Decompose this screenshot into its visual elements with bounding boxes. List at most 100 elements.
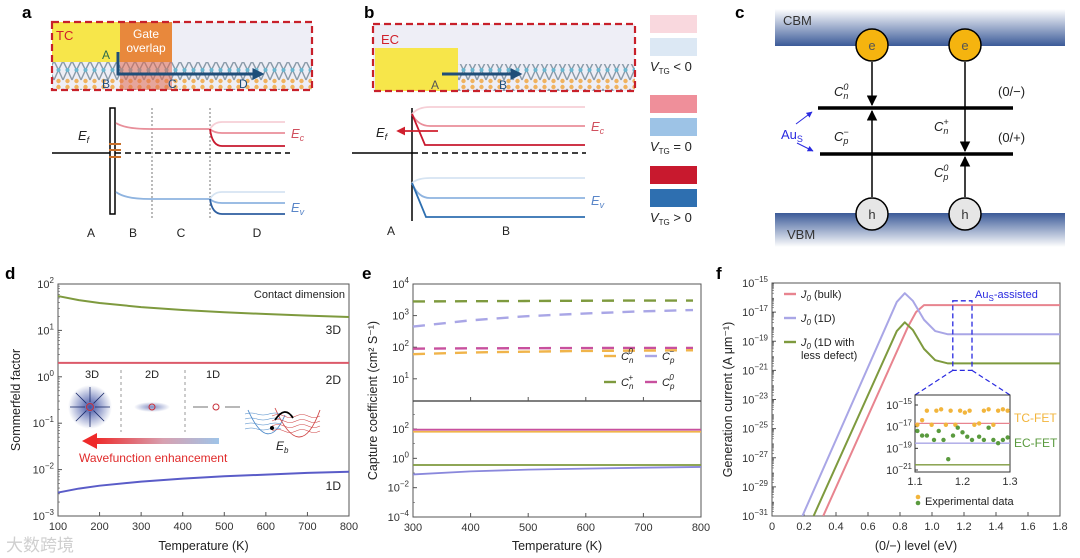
symbol-sub: S [988, 294, 993, 303]
y-tick-label: 10−23 [742, 392, 768, 407]
tick-exponent: −3 [45, 508, 55, 517]
tc-fet-point [929, 422, 934, 427]
panel-c: c CBM VBM e e h h (0/−) (0/+) Cn0 Cp− Cn… [735, 3, 1065, 247]
tc-fet-point [948, 408, 953, 413]
ec-fet-point [941, 437, 946, 443]
current-path-arrow [116, 52, 265, 80]
ec-fet-point [919, 433, 925, 438]
wave-line [271, 419, 321, 423]
ev-vtg-negative [411, 177, 585, 184]
ev-label: Ev [291, 200, 305, 217]
x-tick-label: 1.2 [956, 521, 971, 533]
panel-label-d: d [5, 264, 15, 283]
eb-label: Eb [276, 439, 289, 455]
tick-base: 10 [37, 372, 49, 384]
series-line-1d [57, 470, 350, 494]
solid-series-Cp- [412, 466, 702, 476]
symbol-sup: + [628, 373, 633, 382]
symbol-sub: 0 [807, 318, 812, 327]
wavefunction-2d-icon [134, 402, 170, 412]
tc-fet-point [976, 421, 982, 426]
tick-exponent: 2 [405, 339, 410, 348]
y-tick-label: 100 [37, 369, 54, 384]
ev-vtg-zero [411, 182, 585, 199]
cbm-label: CBM [783, 13, 812, 28]
tick-exponent: −15 [898, 397, 912, 406]
x-axis-label: (0/−) level (eV) [875, 539, 957, 553]
tick-base: 10 [886, 443, 898, 455]
zoom-connector [971, 369, 1011, 396]
legend-swatch-ev [650, 38, 697, 56]
label-rest: (1D) [811, 313, 835, 325]
cn0-label: Cn0 [834, 82, 848, 101]
symbol-main: Au [975, 289, 988, 301]
series-line [812, 321, 1060, 516]
ec-fet-point [924, 433, 930, 438]
y-tick-label: 10−3 [33, 508, 55, 523]
tick-base: 10 [392, 424, 404, 436]
y-tick-label-bottom: 100 [392, 450, 409, 465]
ev-vtg-positive [209, 198, 285, 215]
symbol-main: C [621, 377, 629, 389]
ec-fet-point [960, 430, 965, 435]
wave-line [271, 429, 321, 433]
ec-vtg-zero [411, 113, 585, 127]
x-tick-label: 0.2 [796, 521, 811, 533]
symbol-main: J [800, 289, 807, 301]
x-tick-label: 300 [132, 521, 150, 533]
x-tick-label: 0.6 [860, 521, 875, 533]
2d-material-layer [52, 62, 312, 90]
legend-label-cont: less defect) [801, 350, 857, 362]
legend-swatch-ec [650, 95, 697, 113]
watermark: 大数跨境 [6, 536, 74, 555]
tick-exponent: 4 [405, 276, 410, 285]
ec-fet-point [931, 437, 937, 443]
region-b: B [129, 226, 137, 240]
ec-fet-point [991, 437, 996, 443]
x-tick-label: 0.4 [828, 521, 843, 533]
panel-label-c: c [735, 3, 744, 22]
symbol-main: C [621, 351, 629, 363]
legend-label: Cn0 [621, 347, 634, 365]
label-rest: (1D with [811, 337, 854, 349]
legend-label: J0 (1D) [800, 313, 835, 327]
tick-base: 10 [742, 307, 754, 319]
cp-minus-label: Cp− [834, 127, 849, 146]
tick-exponent: 1 [405, 371, 410, 380]
level-0-minus-label: (0/−) [998, 84, 1025, 99]
inset-label-1d: 1D [206, 369, 220, 381]
tick-exponent: −23 [754, 392, 768, 401]
tc-label: TC [56, 28, 73, 43]
x-tick-label: 1.8 [1052, 521, 1067, 533]
cn-plus-label: Cn+ [934, 117, 949, 136]
ec-contact-label: EC [381, 32, 399, 47]
gate-overlap-label-1: Gate [133, 27, 159, 41]
symbol-sup: − [669, 347, 674, 356]
y-tick-label: 10−21 [742, 362, 768, 377]
field-line [93, 392, 105, 404]
aus-arrow-upper [795, 111, 813, 125]
symbol-sub: n [629, 382, 634, 391]
point-a: A [102, 48, 110, 62]
x-tick-label: 800 [692, 522, 710, 534]
y-tick-label: 10−27 [742, 450, 768, 465]
gate-overlap-tint [120, 62, 172, 90]
dashed-outline [50, 20, 314, 92]
experimental-legend-marker [915, 494, 921, 500]
potential-well-icon [274, 407, 321, 438]
legend-label: Cn+ [621, 373, 634, 391]
interface-states [109, 143, 121, 158]
tick-exponent: −2 [45, 462, 55, 471]
x-tick-label: 600 [577, 522, 595, 534]
tick-exponent: −17 [898, 419, 912, 428]
panel-label-e: e [362, 264, 371, 283]
inset-label-3d: 3D [85, 369, 99, 381]
ef-label: Ef [78, 128, 91, 145]
ec-fet-point [986, 425, 991, 430]
y-tick-label: 10−15 [742, 275, 768, 290]
inset-x-tick-label: 1.1 [907, 476, 922, 488]
symbol-main: C [662, 377, 670, 389]
legend-vtg-label: VTG < 0 [650, 59, 692, 76]
x-tick-label: 700 [634, 522, 652, 534]
ec-vtg-positive [209, 128, 285, 147]
